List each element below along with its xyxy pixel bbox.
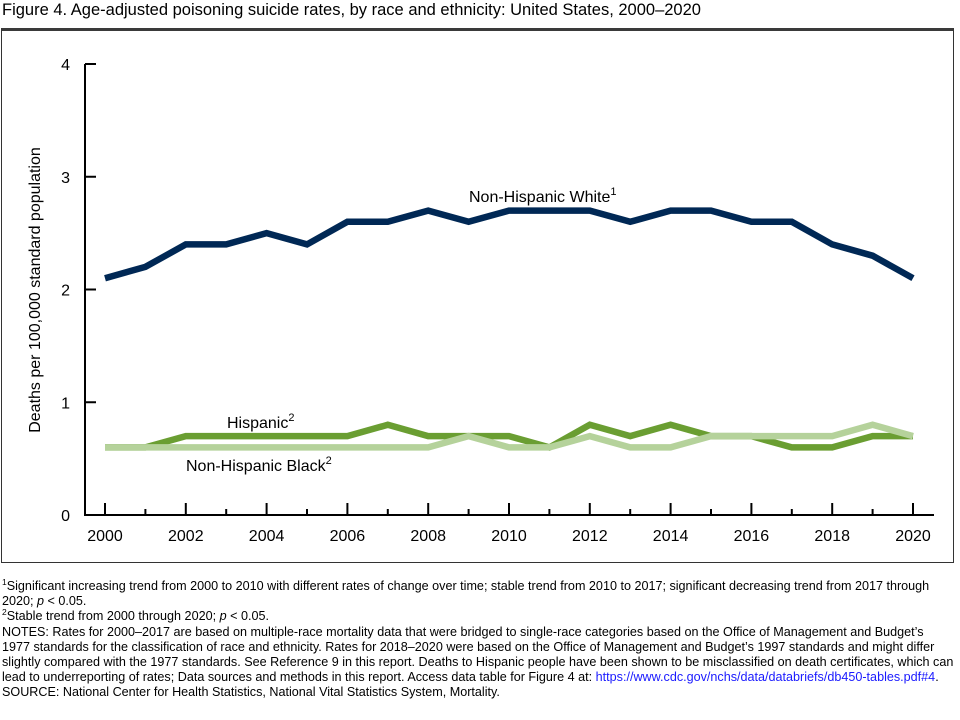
series-label-non-hispanic-black: Non-Hispanic Black2 xyxy=(186,455,332,475)
data-table-link[interactable]: https://www.cdc.gov/nchs/data/databriefs… xyxy=(595,670,936,685)
series-line-non-hispanic-black xyxy=(105,421,914,451)
series-lines xyxy=(104,207,915,451)
series-line-hispanic xyxy=(105,421,913,451)
y-tick-label: 1 xyxy=(61,395,70,412)
y-tick-label: 2 xyxy=(61,283,70,300)
x-tick-label: 2008 xyxy=(410,528,446,545)
x-tick-label: 2016 xyxy=(734,528,770,545)
series-label-non-hispanic-white: Non-Hispanic White1 xyxy=(469,186,617,206)
x-tick-label: 2018 xyxy=(814,528,850,545)
line-chart: 0 1 2 3 4 2000 2002 2004 2006 2008 2010 2012 2014 201… xyxy=(27,57,934,545)
x-tick-label: 2002 xyxy=(168,528,204,545)
footnote-1: 1Significant increasing trend from 2000 … xyxy=(2,577,930,609)
x-tick-label: 2020 xyxy=(895,528,931,545)
series-label-hispanic: Hispanic2 xyxy=(227,412,294,432)
figure-notes: 1Significant increasing trend from 2000 … xyxy=(2,577,954,701)
y-tick-label: 0 xyxy=(61,508,70,525)
footnote-2: 2Stable trend from 2000 through 2020; p … xyxy=(2,607,269,624)
y-tick-label: 3 xyxy=(61,170,70,187)
y-tick-label: 4 xyxy=(61,57,70,74)
source-line: SOURCE: National Center for Health Stati… xyxy=(2,685,500,700)
x-tick-label: 2014 xyxy=(653,528,689,545)
series-line-non-hispanic-white xyxy=(104,207,915,282)
x-tick-label: 2012 xyxy=(572,528,608,545)
x-tick-label: 2006 xyxy=(330,528,366,545)
x-tick-label: 2010 xyxy=(491,528,527,545)
axes: 0 1 2 3 4 2000 2002 2004 2006 2008 2010 2012 2014 201… xyxy=(61,57,934,545)
x-tick-label: 2004 xyxy=(249,528,285,545)
chart-frame xyxy=(1,28,954,563)
x-tick-label: 2000 xyxy=(87,528,123,545)
y-axis-label: Deaths per 100,000 standard population xyxy=(27,147,44,433)
figure-title: Figure 4. Age-adjusted poisoning suicide… xyxy=(2,1,701,19)
notes-paragraph: NOTES: Rates for 2000–2017 are based on … xyxy=(2,624,954,685)
